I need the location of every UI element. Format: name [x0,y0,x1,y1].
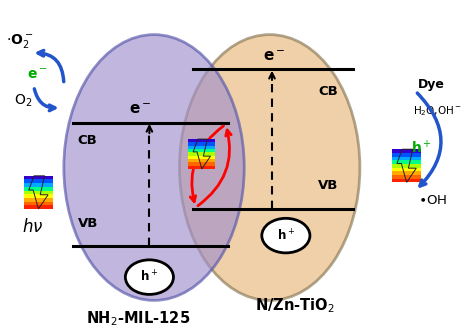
Polygon shape [24,180,53,183]
Text: $h\nu$: $h\nu$ [22,218,44,236]
Ellipse shape [64,35,244,300]
Polygon shape [189,149,215,152]
Text: $\bullet$OH: $\bullet$OH [418,194,447,207]
Polygon shape [193,139,210,169]
Polygon shape [24,205,53,209]
Circle shape [125,260,173,294]
Text: $\cdot$O$_2^-$: $\cdot$O$_2^-$ [6,32,33,50]
Text: O$_2$: O$_2$ [14,93,33,109]
Text: h$^+$: h$^+$ [277,228,295,243]
Polygon shape [189,156,215,159]
Polygon shape [189,139,215,142]
Circle shape [262,218,310,253]
Text: e$^-$: e$^-$ [263,49,285,64]
Polygon shape [392,175,421,179]
Text: VB: VB [318,179,338,192]
Polygon shape [392,149,421,153]
Text: h$^+$: h$^+$ [411,139,432,156]
Polygon shape [189,165,215,169]
Polygon shape [392,164,421,168]
Polygon shape [189,159,215,162]
Text: VB: VB [78,217,98,230]
Polygon shape [189,146,215,149]
Polygon shape [24,202,53,205]
Text: NH$_2$-MIL-125: NH$_2$-MIL-125 [86,309,190,328]
Polygon shape [392,153,421,156]
Text: e$^-$: e$^-$ [27,67,47,81]
Polygon shape [29,176,48,209]
Polygon shape [24,191,53,194]
Polygon shape [392,171,421,175]
Text: h$^+$: h$^+$ [140,269,158,285]
Polygon shape [392,160,421,164]
Text: CB: CB [78,134,98,147]
Text: Dye: Dye [418,78,445,91]
Polygon shape [392,179,421,182]
Text: N/Zn-TiO$_2$: N/Zn-TiO$_2$ [255,296,335,315]
Polygon shape [189,152,215,156]
Text: e$^-$: e$^-$ [129,102,151,117]
Polygon shape [24,176,53,180]
Text: CB: CB [318,85,338,97]
Polygon shape [24,194,53,198]
Polygon shape [189,142,215,146]
Polygon shape [24,198,53,202]
Text: H$_2$O,OH$^-$: H$_2$O,OH$^-$ [413,104,462,118]
Polygon shape [392,156,421,160]
Polygon shape [397,149,416,182]
Polygon shape [189,162,215,165]
Ellipse shape [180,35,360,300]
Polygon shape [24,183,53,187]
Polygon shape [392,168,421,171]
Polygon shape [24,187,53,191]
